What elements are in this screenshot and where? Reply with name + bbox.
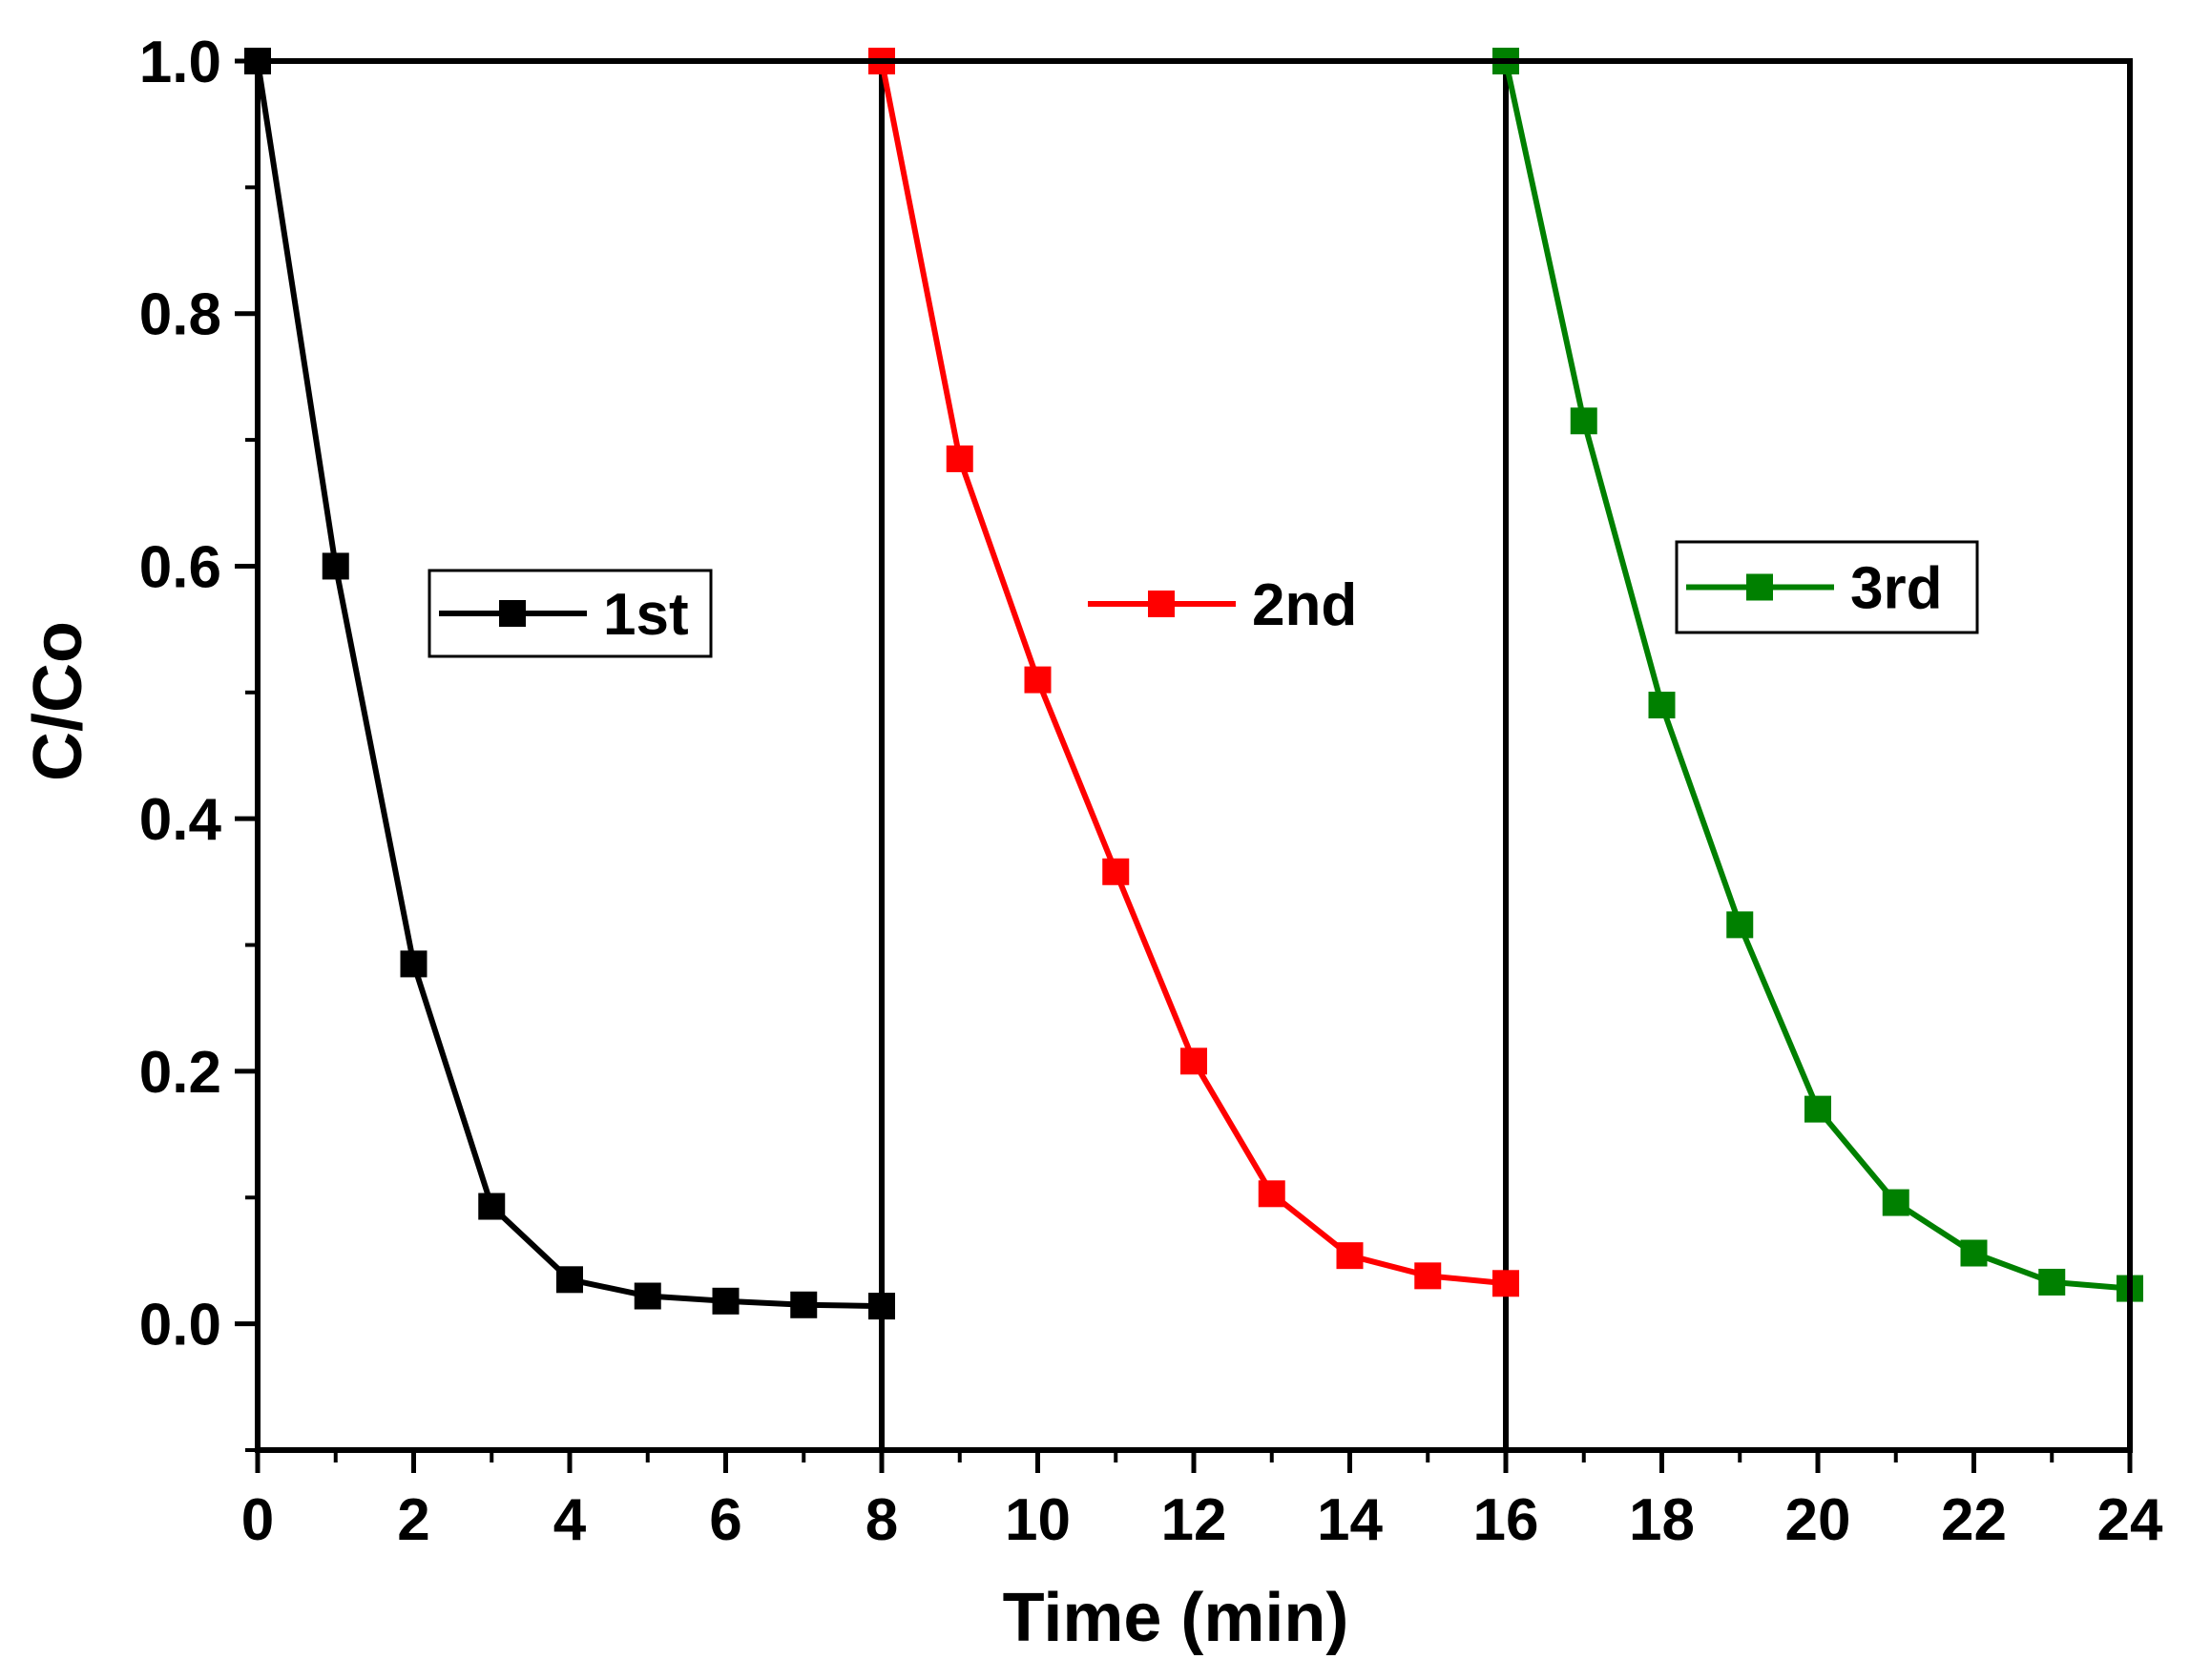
data-point-1st [556,1266,583,1294]
x-tick-label: 8 [866,1487,898,1553]
x-tick-label: 18 [1629,1487,1695,1553]
data-point-1st [322,552,349,580]
y-tick-label: 0.4 [139,787,222,853]
data-point-3rd [1648,692,1676,719]
data-point-3rd [1570,407,1597,435]
data-point-3rd [1882,1189,1909,1216]
x-tick-label: 2 [397,1487,429,1553]
legend-3rd: 3rd [1675,540,1979,634]
x-tick-label: 14 [1317,1487,1383,1553]
data-point-2nd [946,445,973,472]
x-tick-label: 22 [1941,1487,2007,1553]
data-point-1st [478,1193,506,1220]
y-axis-title: C/Co [20,621,96,781]
data-point-2nd [1180,1047,1207,1075]
y-tick-label: 0.8 [139,282,221,348]
x-tick-label: 16 [1473,1487,1539,1553]
legend-label: 3rd [1850,556,1942,622]
data-point-1st [634,1282,661,1310]
data-point-3rd [1960,1239,1988,1267]
data-point-2nd [1492,1270,1519,1297]
x-tick-label: 4 [553,1487,587,1553]
data-point-2nd [1102,858,1130,885]
data-point-3rd [1726,911,1754,939]
x-tick-label: 6 [709,1487,741,1553]
legend-marker [1148,591,1175,617]
data-point-1st [790,1291,818,1318]
data-point-1st [868,1293,895,1320]
y-tick-label: 0.6 [139,534,221,600]
x-tick-label: 0 [241,1487,274,1553]
data-point-2nd [1336,1242,1364,1270]
legend-label: 1st [603,582,689,648]
data-point-2nd [1024,666,1052,694]
data-point-1st [400,950,428,978]
x-tick-label: 10 [1005,1487,1071,1553]
data-point-2nd [1258,1180,1285,1208]
data-point-3rd [2038,1268,2066,1296]
x-tick-label: 20 [1785,1487,1851,1553]
y-tick-label: 1.0 [139,30,221,95]
y-tick-label: 0.2 [139,1040,221,1106]
y-tick-label: 0.0 [139,1293,221,1359]
data-point-2nd [1414,1262,1442,1290]
legend-marker [499,600,526,627]
x-axis-title: Time (min) [1003,1580,1349,1656]
legend-marker [1746,573,1773,601]
data-point-3rd [1804,1095,1831,1123]
x-tick-label: 24 [2097,1487,2163,1553]
data-point-1st [712,1287,740,1315]
x-tick-label: 12 [1161,1487,1227,1553]
legend-label: 2nd [1252,572,1357,638]
legend-1st: 1st [428,569,713,658]
legend-2nd: 2nd [1088,572,1357,638]
